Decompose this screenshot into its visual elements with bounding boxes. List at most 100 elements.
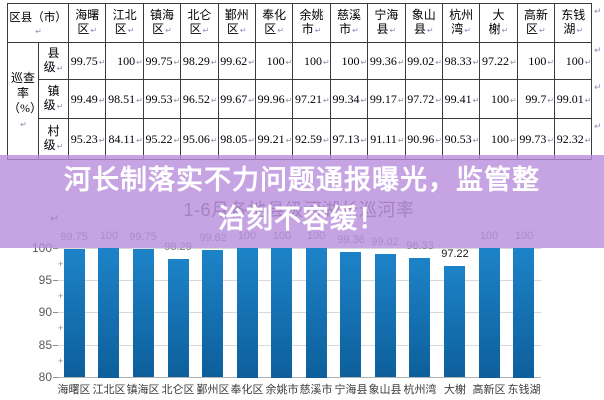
- cell-end-marker: ↵: [136, 95, 143, 105]
- x-axis-label: 奉化区: [230, 384, 264, 396]
- cell-end-marker: ↵: [576, 26, 584, 35]
- value-cell: 92.32↵: [554, 118, 593, 160]
- headline-banner: 河长制落实不力问题通报曝光，监管整 治刻不容缓！: [0, 155, 604, 248]
- cell-end-marker: ↵: [584, 95, 592, 105]
- y-axis-minor-tick: +: [58, 356, 64, 366]
- x-axis-label: 北仑区: [161, 384, 195, 396]
- gridline: [57, 312, 541, 313]
- cell-end-marker: ↵: [173, 95, 181, 105]
- gridline: [57, 345, 541, 346]
- cell-end-marker: ↵: [389, 26, 397, 35]
- region-table: 区县（市）↵ 海曙 区↵ 江北 区↵ 镇海 区↵ 北仑 区↵ 鄞州 区↵ 奉化 区↵ 余姚 市↵ 慈溪 市↵ 宁海…: [6, 3, 593, 160]
- value-cell: 97.13↵: [329, 118, 369, 160]
- bar: [202, 250, 223, 377]
- row-end-marker: ↵: [594, 122, 602, 132]
- y-axis-minor-tick: +: [58, 323, 64, 333]
- cell-end-marker: ↵: [510, 135, 517, 145]
- cell-end-marker: ↵: [56, 142, 64, 151]
- x-axis-label: 镇海区: [126, 384, 160, 396]
- value-cell: 100↵: [105, 42, 144, 80]
- bar: [271, 248, 292, 378]
- cell-end-marker: ↵: [435, 95, 442, 105]
- y-axis-tick: [53, 248, 58, 249]
- table-row: 巡查率（%）↵县级↵99.75↵100↵99.75↵98.29↵99.62↵10…: [7, 42, 593, 160]
- value-cell: 99.75↵: [142, 42, 182, 80]
- cell-end-marker: ↵: [360, 95, 368, 105]
- value-cell: 95.23↵: [68, 118, 107, 160]
- cell-end-marker: ↵: [285, 135, 293, 145]
- value-cell: 99.96↵: [254, 79, 294, 119]
- cell-end-marker: ↵: [136, 57, 143, 67]
- column-header-cell: 奉化 区↵: [254, 3, 294, 43]
- cell-end-marker: ↵: [397, 57, 405, 67]
- gridline: [57, 248, 541, 249]
- cell-end-marker: ↵: [397, 95, 405, 105]
- cell-end-marker: ↵: [248, 95, 255, 105]
- value-cell: 99.49↵: [68, 79, 107, 119]
- table-row: 镇级↵ 99.49↵ 98.51↵ 99.53↵ 96.52↵ 99.67↵ 99.96↵ 9…: [8, 79, 593, 119]
- row-end-marker: ↵: [594, 7, 602, 17]
- y-axis-label: 95: [38, 273, 52, 287]
- cell-end-marker: ↵: [547, 135, 555, 145]
- value-cell: 90.53↵: [441, 118, 481, 160]
- bar: [340, 252, 361, 377]
- cell-end-marker: ↵: [323, 135, 330, 145]
- value-cell: 100↵: [479, 79, 518, 119]
- cell-end-marker: ↵: [127, 26, 135, 35]
- value-cell: 99.67↵: [217, 79, 256, 119]
- cell-end-marker: ↵: [248, 57, 255, 67]
- cell-end-marker: ↵: [210, 135, 218, 145]
- column-header-cell: 江北 区↵: [105, 3, 144, 43]
- value-cell: 100↵: [479, 118, 518, 160]
- value-cell: 98.33↵: [441, 42, 481, 80]
- value-cell: 100↵: [329, 42, 369, 80]
- cell-end-marker: ↵: [56, 102, 64, 111]
- value-cell: 84.11↵: [105, 118, 144, 160]
- value-cell: 98.51↵: [105, 79, 144, 119]
- cell-end-marker: ↵: [510, 57, 517, 67]
- x-axis-label: 余姚市: [265, 384, 299, 396]
- x-axis-label: 高新区: [472, 384, 506, 396]
- cell-end-marker: ↵: [435, 135, 442, 145]
- cell-end-marker: ↵: [323, 95, 330, 105]
- x-axis-label: 宁海县: [334, 384, 368, 396]
- cell-end-marker: ↵: [510, 95, 517, 105]
- cell-end-marker: ↵: [173, 57, 181, 67]
- row-level-header-cell: 县级↵: [37, 42, 70, 80]
- value-cell: 99.41↵: [441, 79, 481, 119]
- value-cell: 99.34↵: [329, 79, 369, 119]
- cell-end-marker: ↵: [136, 135, 143, 145]
- cell-end-marker: ↵: [352, 26, 359, 35]
- column-header-cell: 北仑 区↵: [180, 3, 219, 43]
- cell-end-marker: ↵: [472, 95, 480, 105]
- cell-end-marker: ↵: [323, 57, 330, 67]
- headline-line-1: 河长制落实不力问题通报曝光，监管整: [64, 165, 540, 195]
- cell-end-marker: ↵: [539, 26, 546, 35]
- cell-end-marker: ↵: [56, 64, 64, 73]
- value-cell: 92.59↵: [292, 118, 331, 160]
- y-axis-tick: [53, 377, 58, 378]
- column-header-cell: 慈溪 市↵: [329, 3, 369, 43]
- value-cell: 98.29↵: [180, 42, 219, 80]
- bar: [513, 248, 534, 378]
- bar: [168, 259, 189, 377]
- column-header-cell: 余姚 市↵: [292, 3, 331, 43]
- cell-end-marker: ↵: [98, 135, 106, 145]
- value-cell: 100↵: [516, 42, 556, 80]
- value-cell: 100↵: [292, 42, 331, 80]
- value-cell: 97.22↵: [479, 42, 518, 80]
- cell-end-marker: ↵: [501, 26, 509, 35]
- bar: [306, 248, 327, 378]
- cell-end-marker: ↵: [435, 57, 442, 67]
- row-level-header-cell: 镇级↵: [37, 79, 70, 119]
- x-axis-label: 东钱湖: [507, 384, 541, 396]
- x-axis-label: 象山县: [368, 384, 402, 396]
- cell-end-marker: ↵: [584, 135, 592, 145]
- cell-end-marker: ↵: [90, 26, 98, 35]
- bar: [444, 266, 465, 377]
- cell-end-marker: ↵: [464, 26, 471, 35]
- value-cell: 99.7↵: [516, 79, 556, 119]
- value-cell: 100↵: [554, 42, 593, 80]
